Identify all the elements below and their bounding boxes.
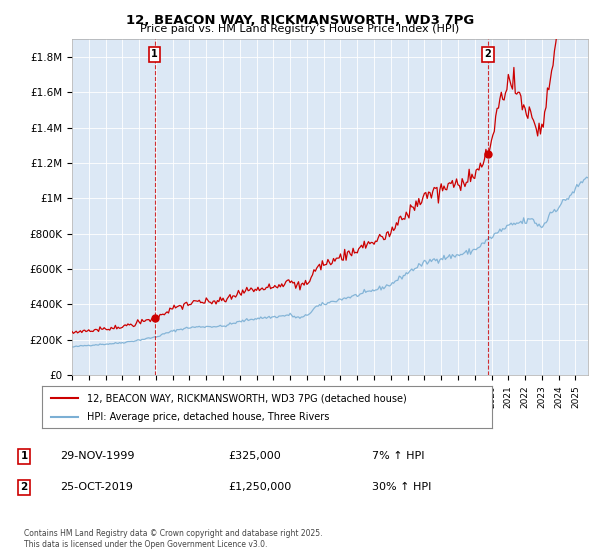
Text: 2: 2 (485, 49, 491, 59)
Text: £1,250,000: £1,250,000 (228, 482, 291, 492)
Text: 7% ↑ HPI: 7% ↑ HPI (372, 451, 425, 461)
Text: 2: 2 (20, 482, 28, 492)
Text: 1: 1 (20, 451, 28, 461)
Text: 29-NOV-1999: 29-NOV-1999 (60, 451, 134, 461)
Text: Price paid vs. HM Land Registry’s House Price Index (HPI): Price paid vs. HM Land Registry’s House … (140, 24, 460, 34)
Text: 12, BEACON WAY, RICKMANSWORTH, WD3 7PG: 12, BEACON WAY, RICKMANSWORTH, WD3 7PG (126, 14, 474, 27)
Text: 1: 1 (151, 49, 158, 59)
Text: £325,000: £325,000 (228, 451, 281, 461)
Text: 30% ↑ HPI: 30% ↑ HPI (372, 482, 431, 492)
Text: Contains HM Land Registry data © Crown copyright and database right 2025.
This d: Contains HM Land Registry data © Crown c… (24, 529, 323, 549)
Text: HPI: Average price, detached house, Three Rivers: HPI: Average price, detached house, Thre… (87, 412, 329, 422)
Text: 12, BEACON WAY, RICKMANSWORTH, WD3 7PG (detached house): 12, BEACON WAY, RICKMANSWORTH, WD3 7PG (… (87, 393, 407, 403)
Text: 25-OCT-2019: 25-OCT-2019 (60, 482, 133, 492)
